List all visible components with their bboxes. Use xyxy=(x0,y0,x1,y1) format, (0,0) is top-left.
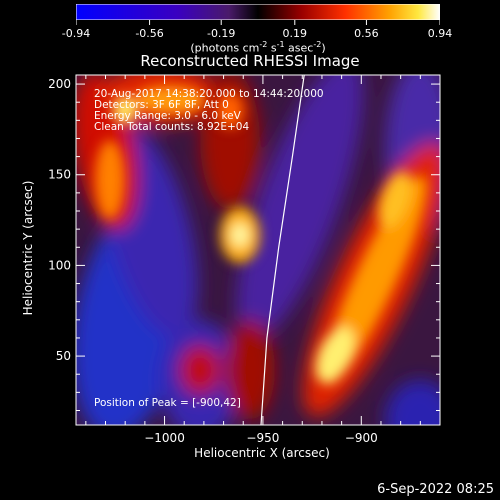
axis-ticks: −1000 −950 −900 50 100 150 200 xyxy=(48,75,441,445)
peak-position-text: Position of Peak = [-900,42] xyxy=(94,397,241,409)
counts-text: Clean Total counts: 8.92E+04 xyxy=(94,121,250,133)
colorbar-units: (photons cm-2 s-1 asec-2) xyxy=(190,40,326,55)
x-tick-label: −1000 xyxy=(144,431,185,445)
y-axis-label: Heliocentric Y (arcsec) xyxy=(21,180,35,316)
x-tick-label: −950 xyxy=(246,431,279,445)
y-tick-label: 150 xyxy=(48,168,71,182)
chart-title: Reconstructed RHESSI Image xyxy=(140,52,360,70)
colorbar-tick-label: 0.56 xyxy=(354,27,379,40)
colorbar-tick-label: -0.19 xyxy=(206,27,236,40)
colorbar-gradient xyxy=(76,4,440,20)
colorbar-tick-label: 0.94 xyxy=(427,27,453,40)
colorbar-ticks xyxy=(76,20,440,25)
energy-range-text: Energy Range: 3.0 - 6.0 keV xyxy=(94,110,241,122)
y-tick-label: 200 xyxy=(48,77,71,91)
time-range-text: 20-Aug-2017 14:38:20.000 to 14:44:20.000 xyxy=(94,88,324,100)
plot-frame xyxy=(75,74,441,426)
colorbar-tick-label: -0.94 xyxy=(61,27,91,40)
y-tick-label: 100 xyxy=(48,258,71,272)
x-tick-label: −900 xyxy=(345,431,378,445)
colorbar-tick-label: 0.19 xyxy=(282,27,308,40)
y-tick-label: 50 xyxy=(56,349,71,363)
date-stamp: 6-Sep-2022 08:25 xyxy=(377,482,494,497)
solar-limb-curve xyxy=(260,74,305,426)
x-axis-label: Heliocentric X (arcsec) xyxy=(194,446,330,460)
heatmap-image xyxy=(76,75,440,425)
detectors-text: Detectors: 3F 6F 8F, Att 0 xyxy=(94,99,229,111)
colorbar-tick-label: -0.56 xyxy=(135,27,164,40)
